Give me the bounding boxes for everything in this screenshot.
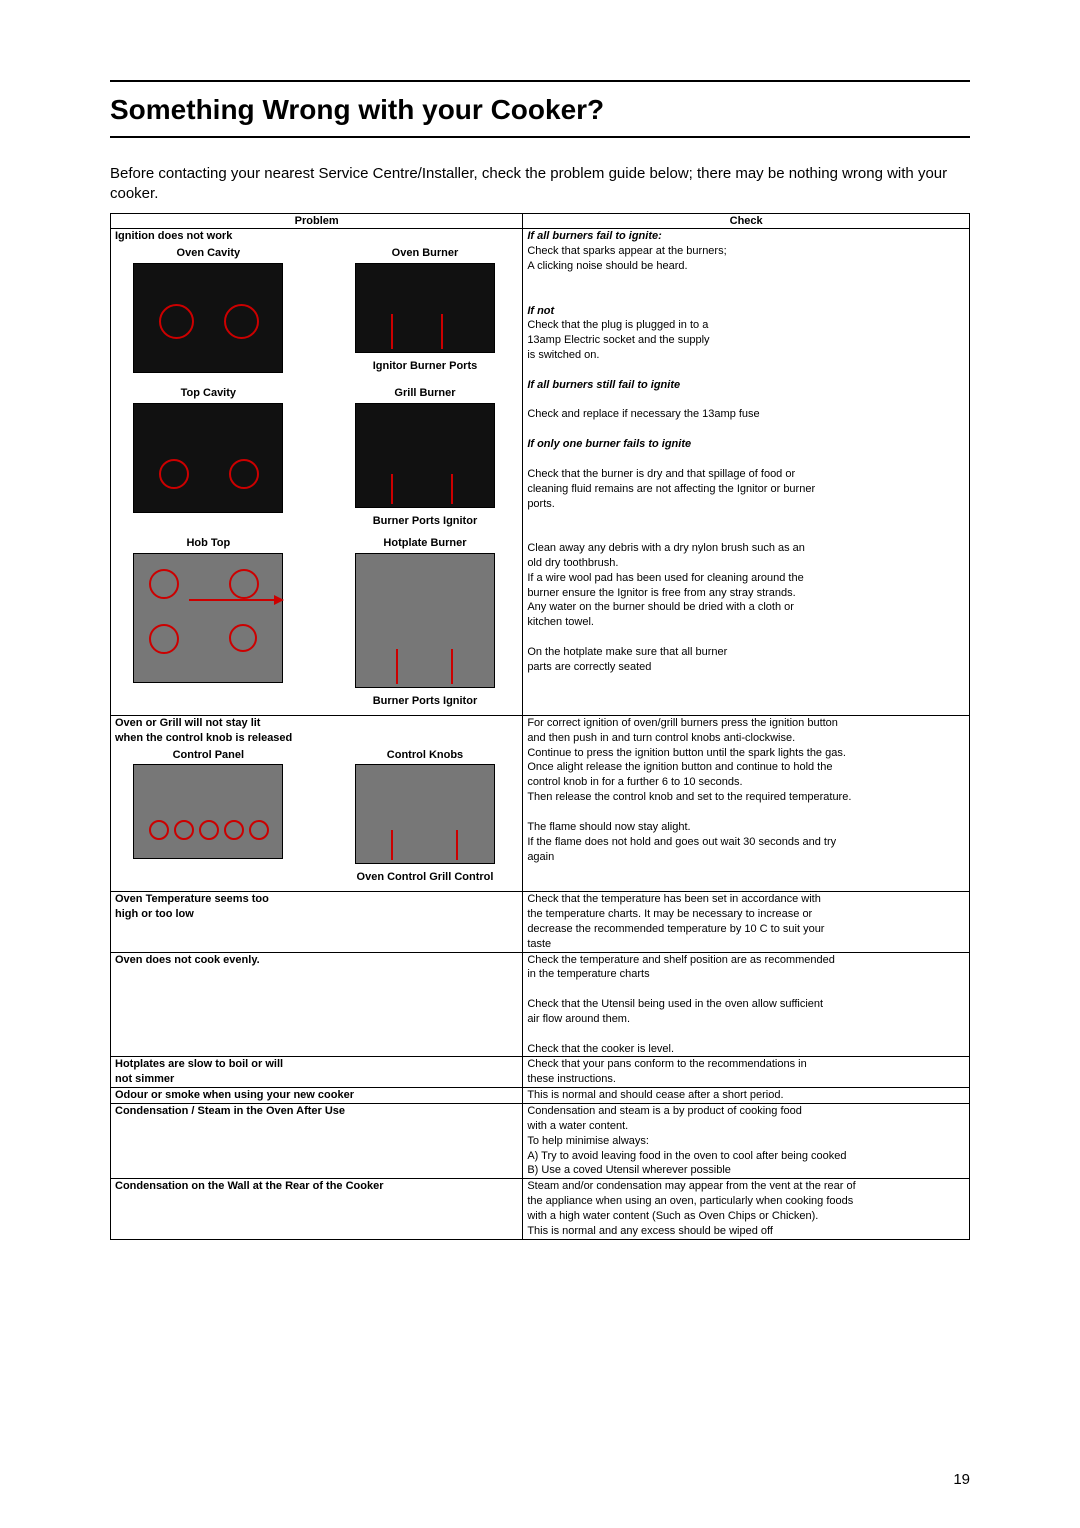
check-text: Check the temperature and shelf position… — [527, 953, 965, 968]
check-text: burner ensure the Ignitor is free from a… — [527, 586, 965, 601]
check-text: Condensation and steam is a by product o… — [527, 1104, 965, 1119]
control-knobs-image — [355, 764, 495, 864]
check-text: parts are correctly seated — [527, 660, 965, 675]
check-text: To help minimise always: — [527, 1134, 965, 1149]
check-text: the temperature charts. It may be necess… — [527, 907, 965, 922]
img-label: Oven Cavity — [115, 246, 302, 261]
check-text: the appliance when using an oven, partic… — [527, 1194, 965, 1209]
check-text: air flow around them. — [527, 1012, 965, 1027]
check-text: If the flame does not hold and goes out … — [527, 835, 965, 850]
check-text: A) Try to avoid leaving food in the oven… — [527, 1149, 965, 1164]
problem-title: Condensation on the Wall at the Rear of … — [115, 1179, 518, 1194]
problem-title: high or too low — [115, 907, 518, 922]
check-text: Then release the control knob and set to… — [527, 790, 965, 805]
check-text: old dry toothbrush. — [527, 556, 965, 571]
table-row: Oven or Grill will not stay lit when the… — [111, 715, 970, 891]
col-header-check: Check — [523, 213, 970, 229]
check-text: Check that sparks appear at the burners; — [527, 244, 965, 259]
check-text: in the temperature charts — [527, 967, 965, 982]
oven-cavity-image — [133, 263, 283, 373]
check-text: This is normal and should cease after a … — [527, 1088, 965, 1103]
top-cavity-image — [133, 403, 283, 513]
img-label: Ignitor Burner Ports — [332, 359, 519, 374]
check-text: Any water on the burner should be dried … — [527, 600, 965, 615]
check-text: This is normal and any excess should be … — [527, 1224, 965, 1239]
check-heading: If all burners fail to ignite: — [527, 229, 965, 244]
check-heading: If all burners still fail to ignite — [527, 378, 965, 393]
problem-title: Odour or smoke when using your new cooke… — [115, 1088, 518, 1103]
table-row: Hotplates are slow to boil or will not s… — [111, 1057, 970, 1088]
hotplate-burner-image — [355, 553, 495, 688]
rule-top — [110, 80, 970, 82]
troubleshoot-table: Problem Check Ignition does not work Ove… — [110, 213, 970, 1240]
check-heading: If only one burner fails to ignite — [527, 437, 965, 452]
check-text: these instructions. — [527, 1072, 965, 1087]
rule-under-title — [110, 136, 970, 138]
hob-top-image — [133, 553, 283, 683]
table-row: Condensation on the Wall at the Rear of … — [111, 1179, 970, 1239]
table-row: Oven does not cook evenly. Check the tem… — [111, 952, 970, 1057]
problem-title: Hotplates are slow to boil or will — [115, 1057, 518, 1072]
problem-title: Oven or Grill will not stay lit — [115, 716, 518, 731]
problem-title: not simmer — [115, 1072, 518, 1087]
oven-burner-image — [355, 263, 495, 353]
check-text: Continue to press the ignition button un… — [527, 746, 965, 761]
img-label: Hob Top — [115, 536, 302, 551]
table-row: Condensation / Steam in the Oven After U… — [111, 1103, 970, 1178]
intro-text: Before contacting your nearest Service C… — [110, 164, 970, 205]
check-text: is switched on. — [527, 348, 965, 363]
grill-burner-image — [355, 403, 495, 508]
img-label: Oven Control Grill Control — [332, 870, 519, 885]
check-text: For correct ignition of oven/grill burne… — [527, 716, 965, 731]
col-header-problem: Problem — [111, 213, 523, 229]
check-text: again — [527, 850, 965, 865]
img-label: Hotplate Burner — [332, 536, 519, 551]
control-panel-image — [133, 764, 283, 859]
check-text: Check that the plug is plugged in to a — [527, 318, 965, 333]
check-text: 13amp Electric socket and the supply — [527, 333, 965, 348]
check-text: Check that the burner is dry and that sp… — [527, 467, 965, 482]
img-label: Control Panel — [115, 748, 302, 763]
page-number: 19 — [953, 1471, 970, 1488]
check-text: If a wire wool pad has been used for cle… — [527, 571, 965, 586]
img-label: Control Knobs — [332, 748, 519, 763]
check-text: Check and replace if necessary the 13amp… — [527, 407, 965, 422]
check-heading: If not — [527, 304, 965, 319]
table-row: Oven Temperature seems too high or too l… — [111, 892, 970, 952]
check-text: kitchen towel. — [527, 615, 965, 630]
problem-title: Oven does not cook evenly. — [115, 953, 518, 968]
problem-title: Ignition does not work — [115, 229, 518, 244]
check-text: cleaning fluid remains are not affecting… — [527, 482, 965, 497]
check-text: Check that the temperature has been set … — [527, 892, 965, 907]
check-text: Check that your pans conform to the reco… — [527, 1057, 965, 1072]
check-text: The flame should now stay alight. — [527, 820, 965, 835]
check-text: Check that the cooker is level. — [527, 1042, 965, 1057]
check-text: Once alight release the ignition button … — [527, 760, 965, 775]
check-text: control knob in for a further 6 to 10 se… — [527, 775, 965, 790]
problem-title: Condensation / Steam in the Oven After U… — [115, 1104, 518, 1119]
check-text: On the hotplate make sure that all burne… — [527, 645, 965, 660]
page-title: Something Wrong with your Cooker? — [110, 94, 970, 126]
check-text: and then push in and turn control knobs … — [527, 731, 965, 746]
check-text: ports. — [527, 497, 965, 512]
img-label: Oven Burner — [332, 246, 519, 261]
check-text: B) Use a coved Utensil wherever possible — [527, 1163, 965, 1178]
img-label: Grill Burner — [332, 386, 519, 401]
check-text: with a high water content (Such as Oven … — [527, 1209, 965, 1224]
check-text: Clean away any debris with a dry nylon b… — [527, 541, 965, 556]
table-row: Ignition does not work Oven Cavity Oven … — [111, 229, 970, 716]
table-row: Odour or smoke when using your new cooke… — [111, 1088, 970, 1104]
problem-title: Oven Temperature seems too — [115, 892, 518, 907]
img-label: Top Cavity — [115, 386, 302, 401]
check-text: Check that the Utensil being used in the… — [527, 997, 965, 1012]
problem-title: when the control knob is released — [115, 731, 518, 746]
check-text: Steam and/or condensation may appear fro… — [527, 1179, 965, 1194]
img-label: Burner Ports Ignitor — [332, 694, 519, 709]
check-text: A clicking noise should be heard. — [527, 259, 965, 274]
check-text: taste — [527, 937, 965, 952]
check-text: decrease the recommended temperature by … — [527, 922, 965, 937]
check-text: with a water content. — [527, 1119, 965, 1134]
img-label: Burner Ports Ignitor — [332, 514, 519, 529]
